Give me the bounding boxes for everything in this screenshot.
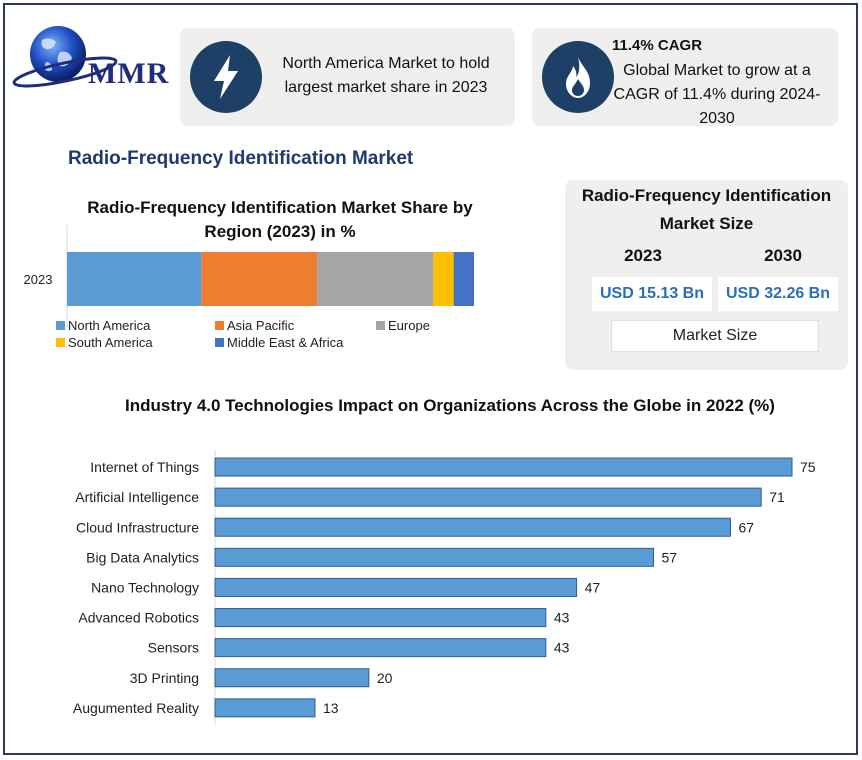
stack-segment-3 <box>433 252 454 306</box>
category-label: Big Data Analytics <box>86 549 199 565</box>
mmr-logo: MMR <box>10 22 170 102</box>
value-2023: USD 15.13 Bn <box>592 277 712 311</box>
highlight-text: Global Market to grow at a CAGR of 11.4%… <box>613 62 821 127</box>
data-label: 20 <box>377 670 393 686</box>
category-label: Artificial Intelligence <box>75 489 199 505</box>
legend-label: Middle East & Africa <box>227 335 344 350</box>
bar-3 <box>214 547 655 567</box>
category-label: Internet of Things <box>90 459 199 475</box>
data-label: 75 <box>800 459 816 475</box>
data-label: 57 <box>662 549 678 565</box>
stack-chart-title: Radio-Frequency Identification Market Sh… <box>87 198 473 241</box>
stack-segment-2 <box>317 252 434 306</box>
legend-swatch <box>56 321 65 330</box>
legend-label: South America <box>68 335 153 350</box>
globe-icon <box>12 26 118 88</box>
bar-8 <box>214 698 316 718</box>
highlight-card-cagr: 11.4% CAGR Global Market to grow at a CA… <box>532 28 838 127</box>
market-size-card: Radio-Frequency Identification Market Si… <box>565 180 848 370</box>
category-label: Cloud Infrastructure <box>76 519 199 535</box>
cagr-heading: 11.4% CAGR <box>612 37 703 54</box>
category-label: 2023 <box>24 272 53 287</box>
bar-0 <box>214 457 793 477</box>
legend-swatch <box>376 321 385 330</box>
bar-6 <box>214 638 547 658</box>
data-label: 47 <box>585 579 601 595</box>
legend-swatch <box>215 321 224 330</box>
value-2030: USD 32.26 Bn <box>718 277 838 311</box>
legend-label: North America <box>68 318 151 333</box>
highlight-card-north-america: North America Market to hold largest mar… <box>180 28 515 126</box>
industry-bar-chart: Internet of Things 75 Artificial Intellige… <box>73 450 816 725</box>
data-label: 13 <box>323 700 339 716</box>
market-size-label: Market Size <box>611 320 819 352</box>
bar-4 <box>214 577 578 597</box>
data-label: 43 <box>554 640 570 656</box>
category-label: Sensors <box>148 640 199 656</box>
data-label: 71 <box>769 489 785 505</box>
stack-segment-0 <box>67 252 202 306</box>
year-2023: 2023 <box>624 246 662 265</box>
legend-label: Europe <box>388 318 430 333</box>
flame-icon <box>542 41 614 113</box>
stack-segment-1 <box>201 252 318 306</box>
lightning-icon <box>190 41 262 113</box>
category-label: Nano Technology <box>91 579 199 595</box>
section-title: Radio-Frequency Identification Market <box>68 148 414 169</box>
logo-text: MMR <box>88 57 170 90</box>
legend-swatch <box>56 338 65 347</box>
category-label: 3D Printing <box>130 670 199 686</box>
legend-label: Asia Pacific <box>227 318 295 333</box>
outer-frame <box>3 3 858 755</box>
bar-2 <box>214 517 731 537</box>
legend-swatch <box>215 338 224 347</box>
region-share-chart: 2023 North America Asia Pacific Europe South… <box>24 225 474 350</box>
bar-5 <box>214 608 547 628</box>
category-label: Advanced Robotics <box>78 610 199 626</box>
bar-1 <box>214 487 762 507</box>
data-label: 67 <box>738 519 754 535</box>
bar-7 <box>214 668 370 688</box>
data-label: 43 <box>554 610 570 626</box>
highlight-text: North America Market to hold largest mar… <box>282 55 490 96</box>
year-2030: 2030 <box>764 246 802 265</box>
stack-segment-4 <box>453 252 474 306</box>
category-label: Augumented Reality <box>73 700 199 716</box>
bar-chart-title: Industry 4.0 Technologies Impact on Orga… <box>125 396 775 415</box>
market-size-title: Radio-Frequency Identification Market Si… <box>581 186 832 233</box>
